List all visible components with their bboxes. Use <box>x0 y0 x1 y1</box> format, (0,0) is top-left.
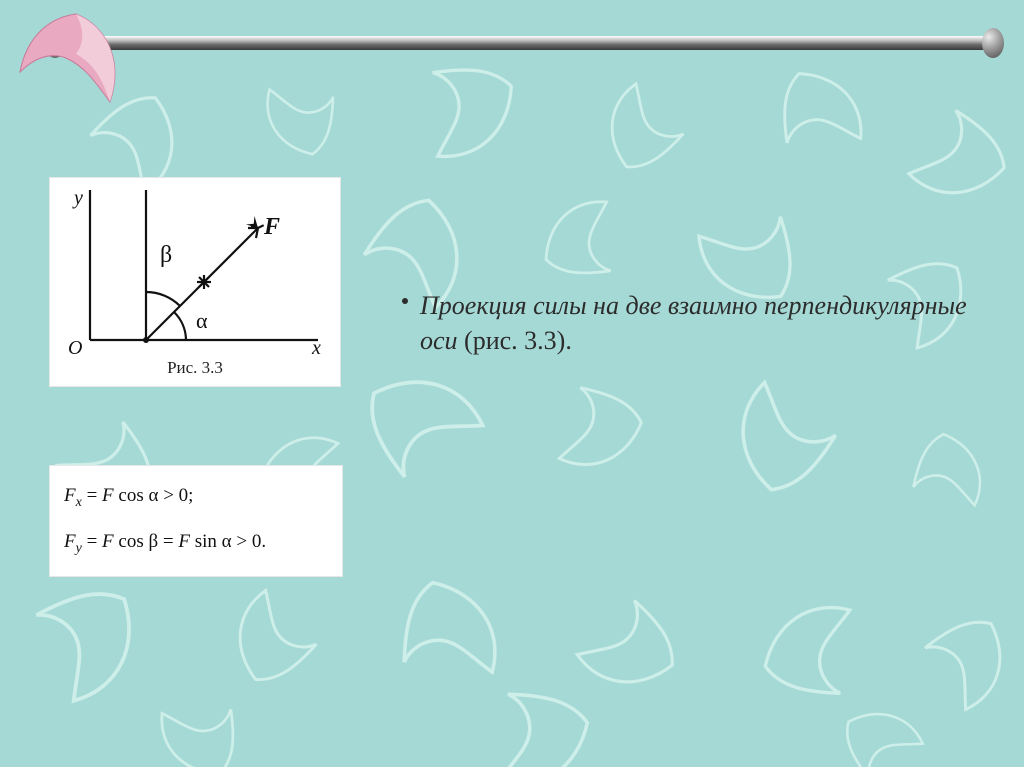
bullet-icon <box>402 298 408 304</box>
axis-y-label: y <box>72 187 83 209</box>
origin-dot <box>143 337 149 343</box>
origin-label: O <box>68 337 82 359</box>
formula-fx: Fx = F cos α > 0; <box>64 484 328 512</box>
figure-box: y x O F α β Рис. 3.3 <box>50 178 340 386</box>
formula-fy: Fy = F cos β = F sin α > 0. <box>64 530 328 558</box>
formula-box: Fx = F cos α > 0; Fy = F cos β = F sin α… <box>50 466 342 576</box>
figure-caption: Рис. 3.3 <box>50 358 340 378</box>
body-text-plain: (рис. 3.3). <box>464 326 572 355</box>
slide-root: y x O F α β Рис. 3.3 Fx = F cos α > 0; F… <box>0 0 1024 767</box>
vector-F-label: F <box>263 214 280 240</box>
angle-beta-label: β <box>160 242 172 268</box>
decorative-rod <box>52 36 996 50</box>
axis-x-label: x <box>311 337 321 359</box>
angle-alpha-label: α <box>196 308 208 333</box>
rod-cap-right <box>982 28 1004 58</box>
vector-diagram: y x O F α β <box>50 178 340 386</box>
boomerang-ornament <box>10 8 140 118</box>
body-text-block: Проекция силы на две взаимно перпендикул… <box>420 288 980 358</box>
